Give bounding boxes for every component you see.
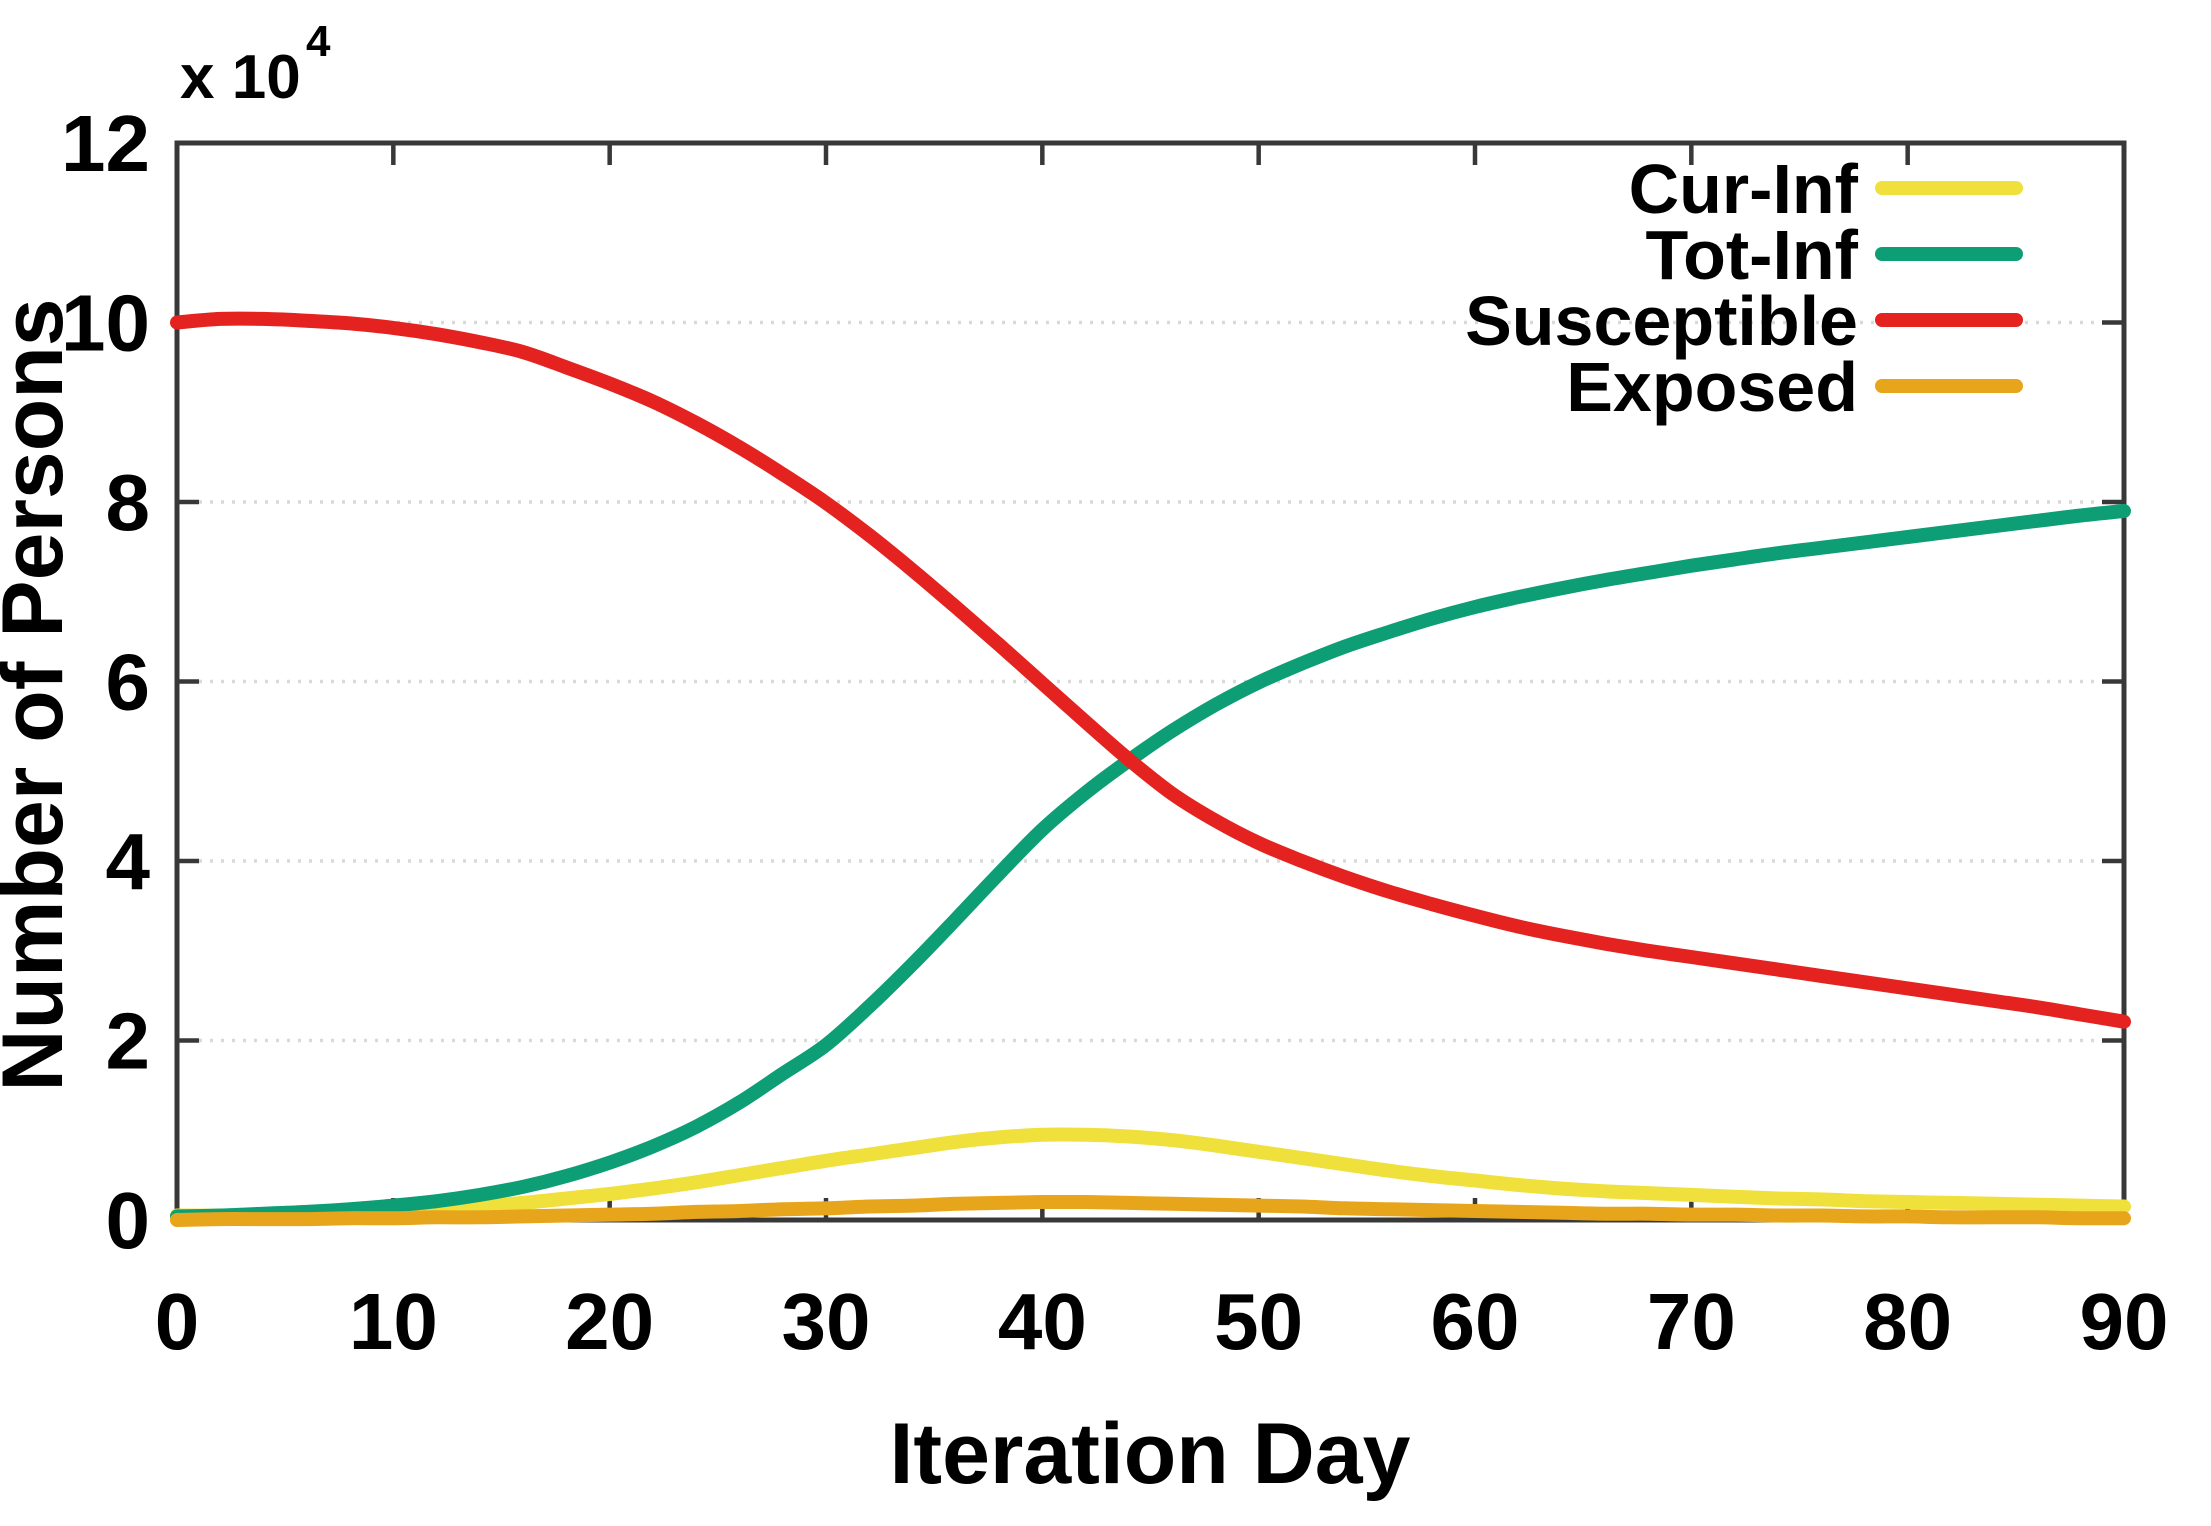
x-tick-label: 50 [1214,1277,1303,1366]
x-tick-label: 60 [1431,1277,1520,1366]
legend-label: Susceptible [1465,282,1858,360]
series-line-exposed [170,1194,2131,1227]
legend-item: Tot-Inf [1646,216,2023,294]
x-tick-label: 20 [565,1277,654,1366]
legend-label: Exposed [1566,348,1858,426]
y-tick-label: 12 [61,99,150,188]
y-tick-label: 2 [106,997,151,1086]
gridlines [177,320,2124,1043]
y-offset-label: x 10 [180,43,301,112]
x-tick-label: 90 [2080,1277,2169,1366]
y-offset-exponent: 4 [306,17,331,66]
series-line-tot-inf [170,504,2131,1224]
legend-label: Tot-Inf [1646,216,1859,294]
x-tick-label: 10 [349,1277,438,1366]
x-tick-label: 40 [998,1277,1087,1366]
y-tick-label: 6 [106,638,151,727]
legend-item: Cur-Inf [1629,150,2023,228]
x-axis-label: Iteration Day [890,1406,1411,1502]
x-tick-label: 30 [782,1277,871,1366]
legend-item: Exposed [1566,348,2023,426]
legend-label: Cur-Inf [1629,150,1859,228]
tick-labels: 0 10 20 30 40 50 60 70 80 90 0 2 4 6 8 10 12 [61,99,2168,1366]
x-tick-label: 70 [1647,1277,1736,1366]
series-lines [170,311,2131,1227]
series-line-susceptible [170,311,2131,1029]
legend-item: Susceptible [1465,282,2023,360]
y-tick-label: 0 [106,1176,151,1265]
y-tick-label: 4 [106,817,151,906]
y-tick-label: 10 [61,279,150,368]
y-tick-label: 8 [106,458,151,547]
x-tick-label: 80 [1863,1277,1952,1366]
series-line-cur-inf [170,1127,2131,1223]
y-axis-label: Number of Persons [0,298,81,1091]
x-tick-label: 0 [155,1277,200,1366]
